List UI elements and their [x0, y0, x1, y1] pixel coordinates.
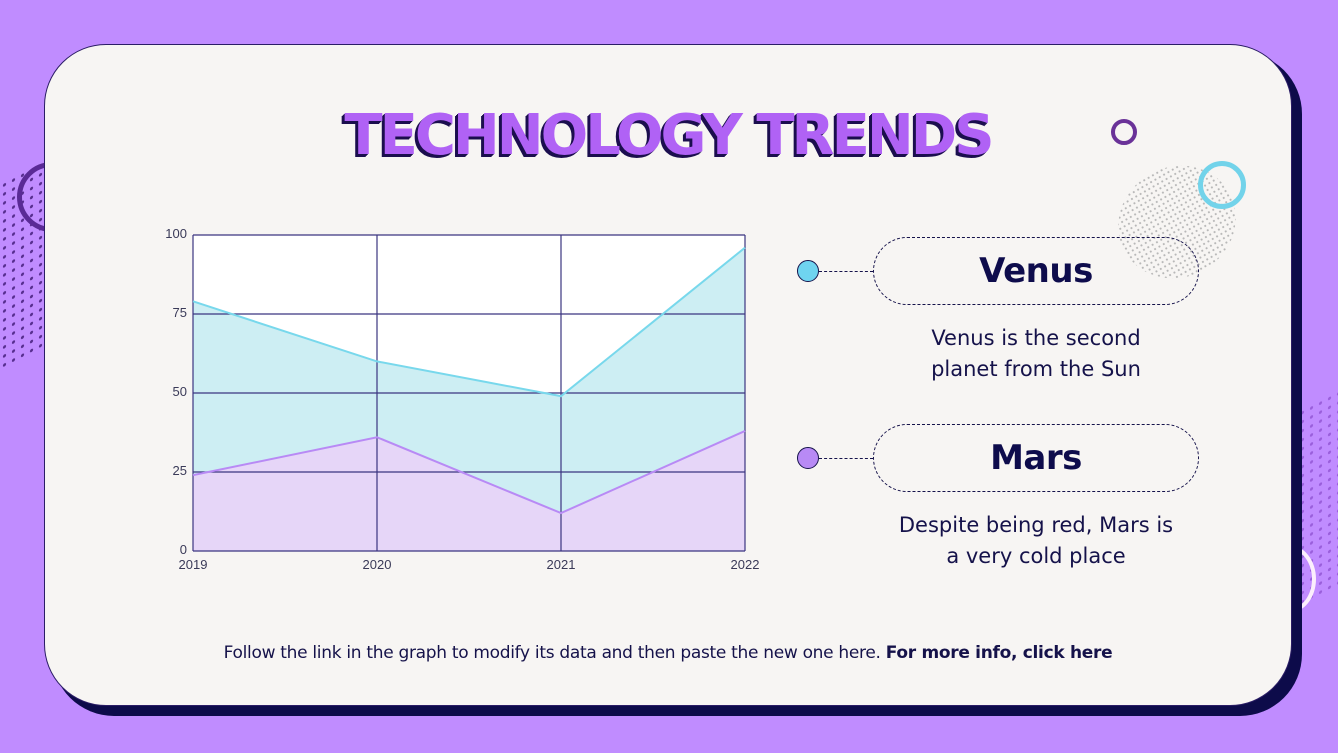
- chart-plot: [192, 234, 746, 552]
- x-axis-tick: 2022: [730, 557, 760, 572]
- x-axis-tick: 2021: [546, 557, 576, 572]
- decorative-ring-purple-icon: [1111, 119, 1137, 145]
- slide-title: TECHNOLOGY TRENDS: [344, 103, 994, 168]
- x-axis-tick: 2019: [178, 557, 208, 572]
- footer-text: Follow the link in the graph to modify i…: [223, 643, 881, 663]
- mars-marker-icon: [797, 447, 819, 469]
- y-axis-tick: 0: [179, 542, 187, 557]
- mars-label-pill: Mars: [873, 424, 1199, 492]
- venus-label-pill: Venus: [873, 237, 1199, 305]
- mars-description-line1: Despite being red, Mars is: [898, 513, 1174, 537]
- y-axis-tick: 75: [172, 305, 187, 320]
- more-info-link[interactable]: For more info, click here: [885, 643, 1113, 663]
- y-axis-tick: 50: [172, 384, 187, 399]
- slide-card: TECHNOLOGY TRENDS 0 25 50 75 100 2019 2020 202…: [44, 44, 1292, 706]
- venus-description-line2: planet from the Sun: [931, 357, 1141, 381]
- dashed-connector: [819, 271, 873, 272]
- dashed-connector: [819, 458, 873, 459]
- y-axis-tick: 25: [172, 463, 187, 478]
- decorative-ring-cyan-icon: [1198, 161, 1246, 209]
- x-axis-tick: 2020: [362, 557, 392, 572]
- area-chart[interactable]: 0 25 50 75 100 2019 2020 2021 2022: [145, 225, 785, 585]
- y-axis-tick: 100: [165, 226, 187, 241]
- mars-description: Despite being red, Mars is a very cold p…: [873, 510, 1199, 572]
- venus-description-line1: Venus is the second: [931, 326, 1141, 350]
- mars-description-line2: a very cold place: [946, 544, 1126, 568]
- venus-description: Venus is the second planet from the Sun: [873, 323, 1199, 385]
- venus-marker-icon: [797, 260, 819, 282]
- footer-instructions: Follow the link in the graph to modify i…: [45, 643, 1291, 663]
